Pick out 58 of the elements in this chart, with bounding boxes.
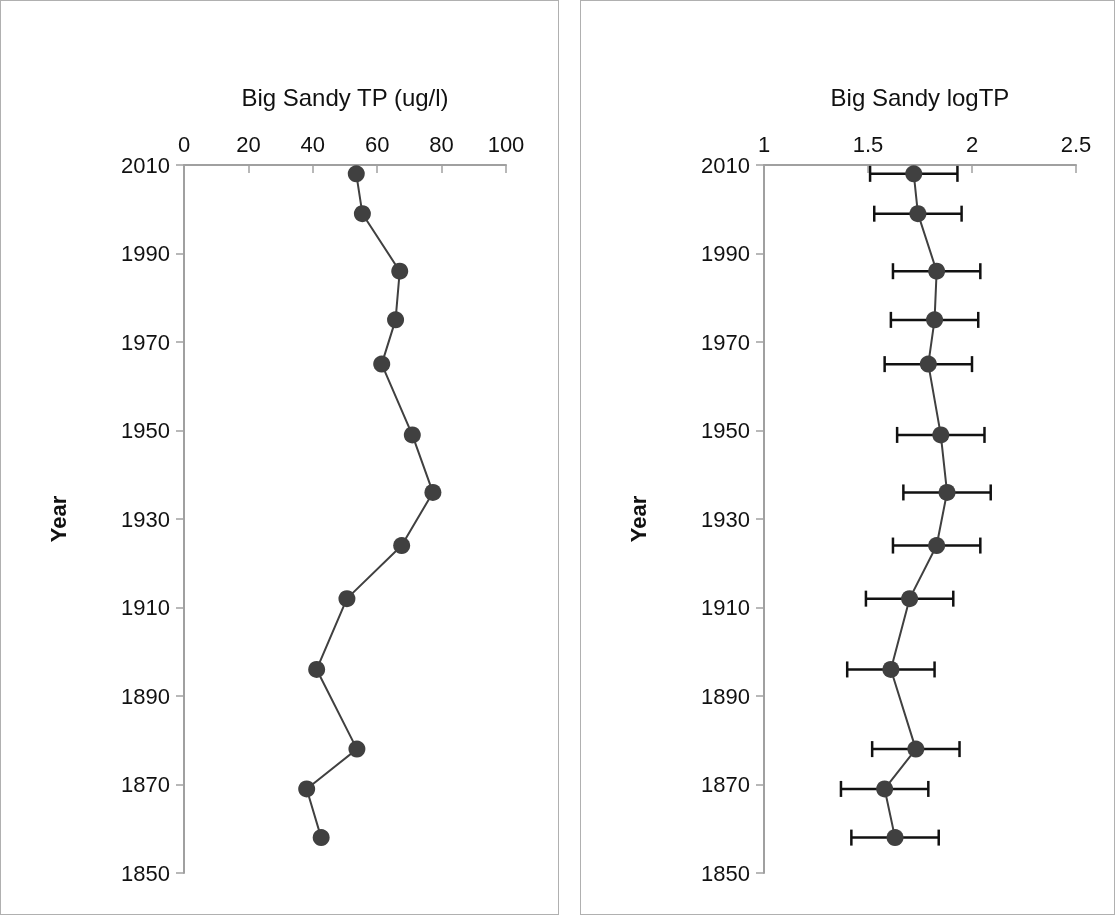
y-tick-label: 1930 <box>121 506 170 532</box>
y-tick-label: 1970 <box>701 329 750 355</box>
point <box>373 355 391 373</box>
point <box>905 165 923 183</box>
point <box>298 780 316 798</box>
y-tick-label: 1850 <box>701 860 750 886</box>
point <box>312 829 330 847</box>
y-tick-label: 1870 <box>701 772 750 797</box>
point <box>338 590 356 608</box>
point <box>308 660 326 678</box>
x-axis-title: Big Sandy logTP <box>830 83 1010 111</box>
y-tick-label: 1970 <box>121 329 170 355</box>
y-tick-label: 1890 <box>701 683 750 709</box>
point <box>909 205 927 223</box>
point <box>393 537 411 555</box>
y-tick-label: 1870 <box>121 772 170 797</box>
x-tick-label: 0 <box>177 131 191 157</box>
point <box>353 205 371 223</box>
point <box>932 426 950 444</box>
y-tick-label: 1950 <box>121 418 170 443</box>
point <box>907 740 925 758</box>
x-tick-label: 60 <box>364 131 390 157</box>
point <box>387 311 405 329</box>
y-tick-label: 2010 <box>701 152 750 178</box>
x-tick-label: 20 <box>236 131 261 157</box>
point <box>403 426 421 444</box>
y-tick-label: 1910 <box>121 595 170 620</box>
x-tick-label: 2.5 <box>1060 131 1092 157</box>
y-tick-label: 1930 <box>701 506 750 532</box>
y-tick-label: 1850 <box>121 860 170 886</box>
y-tick-label: 1990 <box>121 241 170 266</box>
y-tick-label: 1950 <box>701 418 750 443</box>
y-tick-label: 1990 <box>701 241 750 266</box>
point <box>348 740 366 758</box>
point <box>926 311 944 329</box>
point <box>424 483 442 501</box>
x-tick-label: 2 <box>965 131 979 157</box>
point <box>391 262 409 280</box>
point <box>928 262 946 280</box>
point <box>347 165 365 183</box>
x-tick-label: 40 <box>300 131 326 157</box>
y-axis-title: Year <box>625 495 651 543</box>
x-tick-label: 1 <box>757 131 771 157</box>
y-axis-title: Year <box>45 495 71 543</box>
point <box>928 537 946 555</box>
x-tick-label: 1.5 <box>852 131 884 157</box>
y-tick-label: 1910 <box>701 595 750 620</box>
point <box>919 355 937 373</box>
x-axis-title: Big Sandy TP (ug/l) <box>241 83 449 111</box>
point <box>882 660 900 678</box>
y-tick-label: 2010 <box>121 152 170 178</box>
x-tick-label: 80 <box>429 131 454 157</box>
point <box>876 780 894 798</box>
point <box>938 483 956 501</box>
point <box>901 590 919 608</box>
y-tick-label: 1890 <box>121 683 170 709</box>
point <box>886 829 904 847</box>
x-tick-label: 100 <box>487 131 525 157</box>
